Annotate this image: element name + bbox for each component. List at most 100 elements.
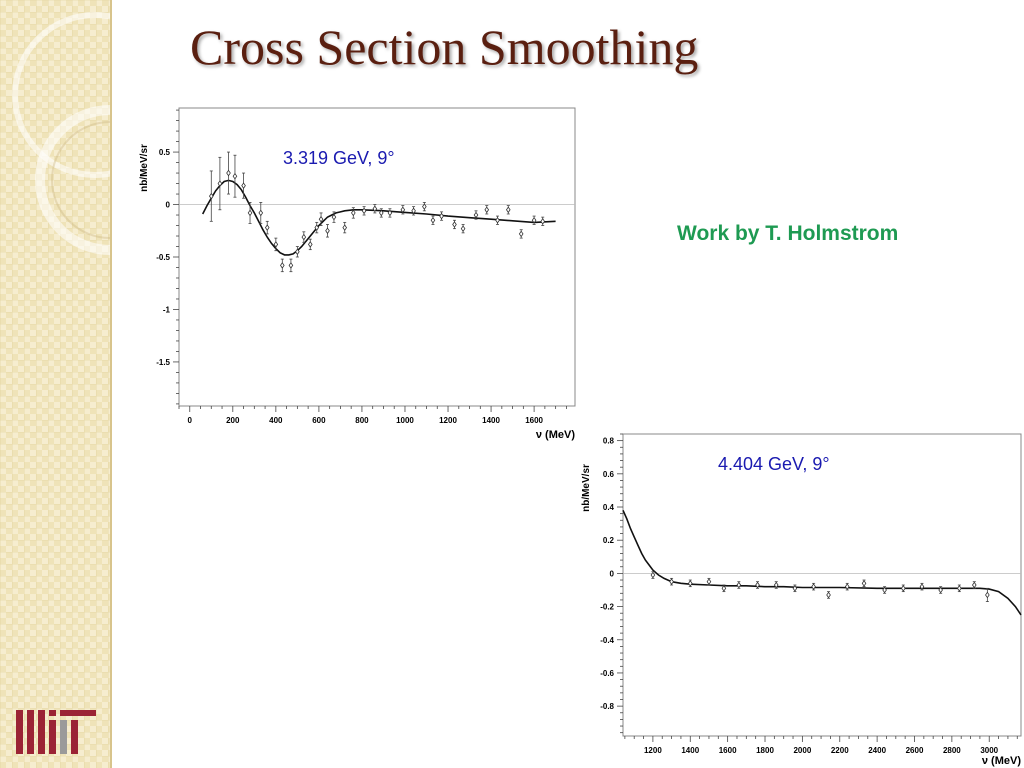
data-point bbox=[258, 202, 264, 224]
y-tick-label: 0.2 bbox=[603, 536, 615, 545]
data-point bbox=[985, 587, 990, 602]
x-tick-label: 200 bbox=[226, 416, 240, 425]
y-tick-label: 0.6 bbox=[603, 470, 615, 479]
y-tick-label: 0.5 bbox=[159, 148, 171, 157]
y-tick-label: -0.6 bbox=[600, 669, 614, 678]
data-point bbox=[280, 258, 285, 273]
data-point bbox=[495, 215, 500, 225]
plot-frame bbox=[622, 433, 1022, 737]
data-point bbox=[387, 208, 393, 218]
data-point bbox=[826, 591, 831, 599]
data-point bbox=[379, 208, 384, 218]
data-point bbox=[811, 582, 816, 591]
fit-curve bbox=[622, 509, 1022, 616]
data-point bbox=[687, 579, 693, 588]
chart-4404: 1200 1400 1600 1800 2000 2200 2400 2600 2800 3000… bbox=[581, 433, 1022, 767]
data-point bbox=[372, 204, 378, 214]
x-tick-label: 400 bbox=[269, 416, 283, 425]
x-tick-label: 0 bbox=[188, 416, 193, 425]
data-point bbox=[971, 581, 977, 589]
data-point bbox=[361, 206, 367, 216]
x-tick-label: 2800 bbox=[943, 746, 961, 755]
x-tick-label: 2200 bbox=[831, 746, 849, 755]
x-tick-label: 1600 bbox=[525, 416, 543, 425]
data-point bbox=[540, 216, 546, 226]
data-point bbox=[439, 211, 444, 221]
data-point bbox=[351, 207, 356, 219]
x-tick-label: 1600 bbox=[719, 746, 737, 755]
data-point bbox=[721, 584, 727, 593]
x-tick-label: 1400 bbox=[482, 416, 500, 425]
chart-annotation: 3.319 GeV, 9° bbox=[283, 148, 395, 168]
data-point bbox=[307, 238, 313, 251]
data-point bbox=[484, 205, 490, 215]
plot-frame bbox=[178, 107, 576, 407]
x-tick-label: 2400 bbox=[868, 746, 886, 755]
x-tick-label: 600 bbox=[312, 416, 326, 425]
data-point bbox=[247, 202, 253, 224]
data-point bbox=[452, 219, 457, 230]
y-tick-label: -1 bbox=[163, 305, 171, 314]
y-tick-label: -0.5 bbox=[156, 253, 170, 262]
chart-annotation: 4.404 GeV, 9° bbox=[718, 454, 830, 474]
data-point bbox=[882, 586, 887, 594]
data-point bbox=[422, 202, 427, 212]
data-point bbox=[314, 221, 320, 234]
data-point bbox=[531, 215, 537, 225]
data-point bbox=[919, 582, 925, 591]
x-tick-label: 1400 bbox=[681, 746, 699, 755]
data-point bbox=[900, 584, 906, 593]
data-point bbox=[473, 210, 479, 220]
data-point bbox=[331, 211, 337, 223]
x-axis-label: ν (MeV) bbox=[536, 429, 575, 441]
data-point bbox=[505, 205, 511, 215]
data-point bbox=[706, 577, 712, 586]
data-point bbox=[650, 571, 656, 579]
x-tick-label: 2600 bbox=[906, 746, 924, 755]
data-point bbox=[273, 237, 279, 252]
data-point bbox=[736, 581, 742, 589]
data-point bbox=[232, 154, 238, 198]
y-tick-label: -1.5 bbox=[156, 358, 170, 367]
x-tick-label: 800 bbox=[355, 416, 369, 425]
x-tick-label: 3000 bbox=[980, 746, 998, 755]
x-tick-label: 1000 bbox=[396, 416, 414, 425]
data-point bbox=[288, 258, 294, 273]
data-point bbox=[938, 586, 943, 594]
data-point bbox=[411, 206, 416, 216]
y-tick-label: 0.4 bbox=[603, 503, 615, 512]
data-point bbox=[226, 151, 231, 195]
x-tick-label: 1200 bbox=[439, 416, 457, 425]
mit-logo bbox=[16, 710, 96, 754]
data-point bbox=[318, 212, 324, 226]
data-point bbox=[669, 577, 674, 586]
y-axis-label: nb/MeV/sr bbox=[139, 144, 150, 192]
y-tick-label: 0.8 bbox=[603, 437, 615, 446]
y-tick-label: -0.8 bbox=[600, 702, 614, 711]
y-tick-label: 0 bbox=[610, 569, 615, 578]
data-point bbox=[773, 581, 779, 589]
data-point bbox=[957, 584, 962, 593]
y-tick-label: -0.4 bbox=[600, 636, 614, 645]
x-axis-label: ν (MeV) bbox=[982, 755, 1021, 767]
data-point bbox=[792, 584, 798, 593]
data-point bbox=[295, 246, 300, 258]
data-point bbox=[217, 156, 223, 211]
chart-3319: 0 200 400 600 800 1000 1200 1400 1600 0.5 0 -0.5 -1… bbox=[139, 107, 576, 441]
data-point bbox=[241, 172, 246, 199]
credit-text: Work by T. Holmstrom bbox=[677, 222, 899, 245]
y-axis-label: nb/MeV/sr bbox=[581, 464, 592, 512]
data-point bbox=[325, 224, 330, 238]
data-point bbox=[430, 215, 436, 225]
data-point bbox=[844, 582, 850, 591]
data-point bbox=[208, 170, 214, 222]
x-tick-label: 1200 bbox=[644, 746, 662, 755]
slide-title: Cross Section Smoothing bbox=[190, 19, 699, 75]
data-point bbox=[861, 579, 867, 588]
data-point bbox=[342, 221, 348, 234]
y-tick-label: -0.2 bbox=[600, 603, 614, 612]
data-point bbox=[518, 229, 524, 239]
data-point bbox=[400, 205, 406, 215]
x-tick-label: 2000 bbox=[793, 746, 811, 755]
sidebar-decoration bbox=[0, 0, 112, 768]
